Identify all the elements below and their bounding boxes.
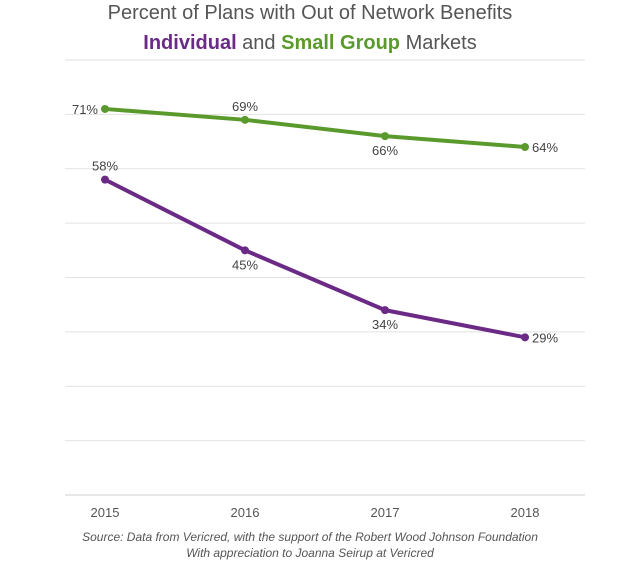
and-label: and <box>236 32 282 54</box>
x-tick-label: 2017 <box>371 505 400 520</box>
markets-label: Markets <box>400 32 477 54</box>
x-tick-label: 2015 <box>91 505 120 520</box>
data-label: 64% <box>532 140 558 155</box>
series-line <box>103 177 527 340</box>
data-point <box>101 104 109 113</box>
data-point <box>241 115 249 124</box>
data-point <box>101 175 109 184</box>
data-point <box>521 143 529 151</box>
x-tick-label: 2016 <box>231 505 260 520</box>
data-label: 29% <box>532 330 558 345</box>
chart-subtitle: Individual and Small Group Markets <box>0 31 620 55</box>
data-point <box>241 246 249 255</box>
source-note: Source: Data from Vericred, with the sup… <box>82 530 538 544</box>
chart-title: Percent of Plans with Out of Network Ben… <box>107 2 513 24</box>
individual-label: Individual <box>143 32 237 54</box>
data-label: 34% <box>372 317 398 332</box>
acknowledgement-note: With appreciation to Joanna Seirup at Ve… <box>186 546 434 560</box>
small-group-label: Small Group <box>281 32 401 54</box>
data-point <box>381 132 389 141</box>
data-label: 66% <box>372 143 398 158</box>
data-label: 58% <box>92 159 118 174</box>
data-label: 69% <box>232 99 258 114</box>
data-label: 45% <box>232 257 258 272</box>
data-point <box>381 306 389 315</box>
data-label: 71% <box>72 102 98 117</box>
series-line <box>103 106 527 149</box>
data-point <box>521 333 529 342</box>
x-tick-label: 2018 <box>511 505 540 520</box>
